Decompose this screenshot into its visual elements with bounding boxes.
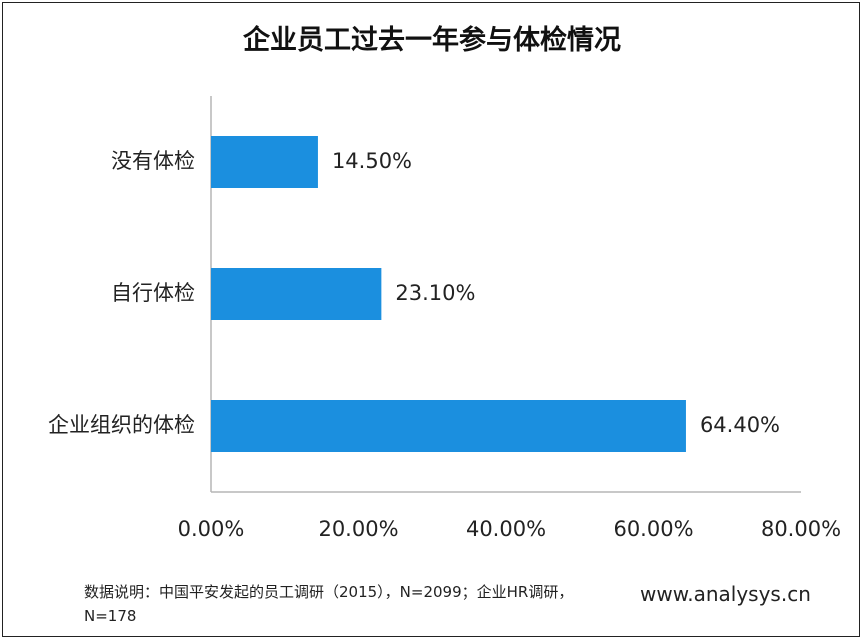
category-label-2: 企业组织的体检	[48, 413, 195, 437]
chart-title: 企业员工过去一年参与体检情况	[243, 25, 621, 56]
x-tick-label-3: 60.00%	[613, 517, 693, 541]
bar-0	[211, 136, 318, 188]
bar-2	[211, 400, 686, 452]
x-tick-label-0: 0.00%	[178, 517, 245, 541]
brand-url: www.analysys.cn	[640, 582, 811, 606]
category-label-1: 自行体检	[111, 281, 195, 305]
data-note: 数据说明：中国平安发起的员工调研（2015），N=2099；企业HR调研，N=1…	[84, 583, 574, 625]
data-label-0: 14.50%	[332, 149, 412, 173]
x-tick-label-2: 40.00%	[466, 517, 546, 541]
bar-1	[211, 268, 382, 320]
data-label-2: 64.40%	[700, 413, 780, 437]
x-tick-label-4: 80.00%	[761, 517, 841, 541]
data-label-1: 23.10%	[395, 281, 475, 305]
category-label-0: 没有体检	[111, 149, 195, 173]
x-tick-label-1: 20.00%	[318, 517, 398, 541]
